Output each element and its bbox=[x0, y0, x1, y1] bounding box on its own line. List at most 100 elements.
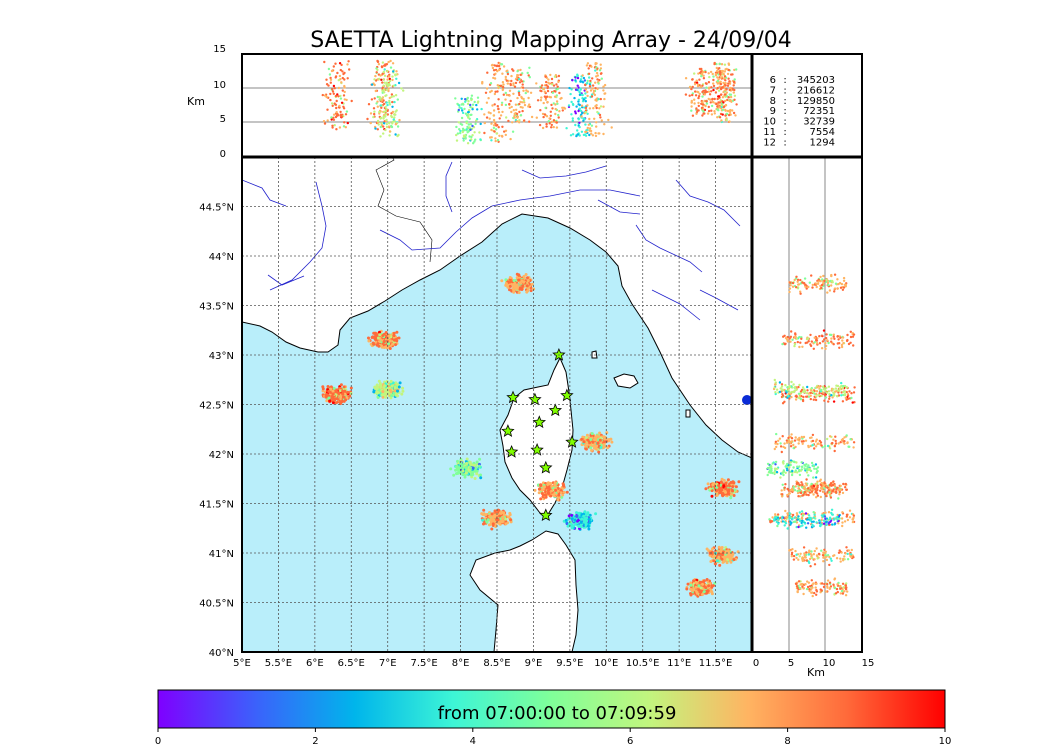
lightning-source bbox=[560, 495, 564, 499]
source-counts: 6:3452037:2166128:1298509:7235110:327391… bbox=[763, 75, 835, 148]
side-source bbox=[793, 335, 797, 339]
altitude-source bbox=[339, 68, 342, 72]
altitude-source bbox=[551, 91, 555, 95]
altitude-source bbox=[732, 84, 735, 87]
side-source bbox=[785, 338, 789, 341]
side-source bbox=[820, 347, 824, 350]
side-source bbox=[812, 347, 815, 350]
altitude-source bbox=[390, 93, 394, 96]
lon-tick-label: 6.5°E bbox=[338, 658, 365, 669]
count-value: 32739 bbox=[803, 117, 835, 128]
altitude-source bbox=[733, 88, 736, 92]
altitude-source bbox=[589, 89, 593, 92]
lightning-source bbox=[373, 385, 377, 389]
side-source bbox=[786, 527, 789, 530]
side-source bbox=[786, 487, 789, 491]
lightning-source bbox=[479, 473, 482, 477]
side-source bbox=[797, 515, 800, 518]
altitude-source bbox=[700, 75, 703, 78]
side-source bbox=[793, 516, 796, 519]
side-source bbox=[799, 278, 802, 282]
altitude-source bbox=[555, 100, 559, 103]
altitude-source bbox=[726, 72, 730, 76]
side-source bbox=[796, 280, 799, 283]
altitude-source bbox=[510, 79, 513, 83]
lightning-source bbox=[725, 484, 728, 488]
altitude-source bbox=[718, 101, 721, 104]
altitude-source bbox=[336, 114, 340, 117]
altitude-source bbox=[588, 133, 591, 137]
altitude-source bbox=[549, 73, 552, 77]
altitude-source bbox=[693, 102, 696, 105]
altitude-source bbox=[708, 75, 711, 79]
altitude-source bbox=[470, 113, 473, 117]
lightning-source bbox=[576, 519, 579, 523]
lightning-source bbox=[685, 587, 689, 591]
side-source bbox=[788, 337, 791, 340]
altitude-source bbox=[595, 66, 598, 69]
altitude-source bbox=[331, 126, 334, 129]
altitude-source bbox=[550, 123, 553, 127]
side-source bbox=[810, 340, 813, 343]
altitude-source bbox=[571, 79, 574, 82]
altitude-source bbox=[599, 63, 602, 66]
side-source bbox=[813, 447, 816, 450]
lightning-source bbox=[384, 331, 388, 334]
altitude-source bbox=[501, 72, 504, 75]
side-source bbox=[847, 342, 851, 346]
lightning-source bbox=[342, 385, 346, 389]
altitude-source bbox=[468, 117, 471, 121]
side-source bbox=[820, 514, 824, 517]
lightning-source bbox=[724, 490, 727, 494]
station-star-icon bbox=[528, 392, 542, 406]
altitude-source bbox=[384, 128, 387, 132]
altitude-source bbox=[691, 114, 695, 117]
side-source bbox=[798, 345, 801, 349]
lightning-source bbox=[732, 558, 736, 562]
lightning-source bbox=[729, 481, 733, 484]
altitude-source bbox=[458, 106, 461, 109]
altitude-source bbox=[691, 93, 694, 97]
side-source bbox=[779, 442, 782, 445]
side-source bbox=[793, 342, 797, 346]
side-source bbox=[838, 387, 841, 390]
side-source bbox=[814, 440, 818, 443]
side-source bbox=[794, 469, 797, 472]
altitude-source bbox=[332, 92, 335, 96]
side-source bbox=[829, 493, 832, 496]
side-source bbox=[830, 508, 834, 511]
altitude-source bbox=[337, 95, 340, 98]
altitude-source bbox=[602, 132, 605, 136]
altitude-source bbox=[380, 65, 384, 68]
lightning-source bbox=[389, 390, 393, 394]
lightning-source bbox=[587, 517, 591, 521]
side-source bbox=[835, 390, 838, 393]
lightning-source bbox=[504, 282, 508, 285]
altitude-source bbox=[336, 93, 339, 96]
side-source bbox=[816, 282, 820, 285]
altitude-source bbox=[548, 117, 551, 120]
side-source bbox=[787, 436, 790, 440]
altitude-source bbox=[724, 114, 727, 117]
altitude-source bbox=[373, 110, 376, 113]
side-source bbox=[848, 390, 851, 393]
altitude-source bbox=[326, 119, 329, 122]
altitude-source bbox=[588, 76, 591, 79]
altitude-source bbox=[697, 96, 700, 100]
altitude-source bbox=[489, 136, 492, 139]
altitude-source bbox=[579, 80, 582, 83]
side-source bbox=[817, 393, 820, 397]
side-source bbox=[800, 337, 803, 340]
altitude-source bbox=[465, 121, 468, 125]
altitude-source bbox=[702, 108, 705, 111]
altitude-source bbox=[489, 82, 493, 85]
altitude-source bbox=[717, 95, 721, 98]
lightning-source bbox=[374, 333, 378, 337]
lightning-source bbox=[377, 344, 381, 348]
altitude-source bbox=[456, 132, 460, 135]
lightning-source bbox=[577, 512, 581, 516]
altitude-source bbox=[732, 91, 735, 94]
side-source bbox=[776, 524, 779, 528]
altitude-source bbox=[584, 92, 587, 95]
